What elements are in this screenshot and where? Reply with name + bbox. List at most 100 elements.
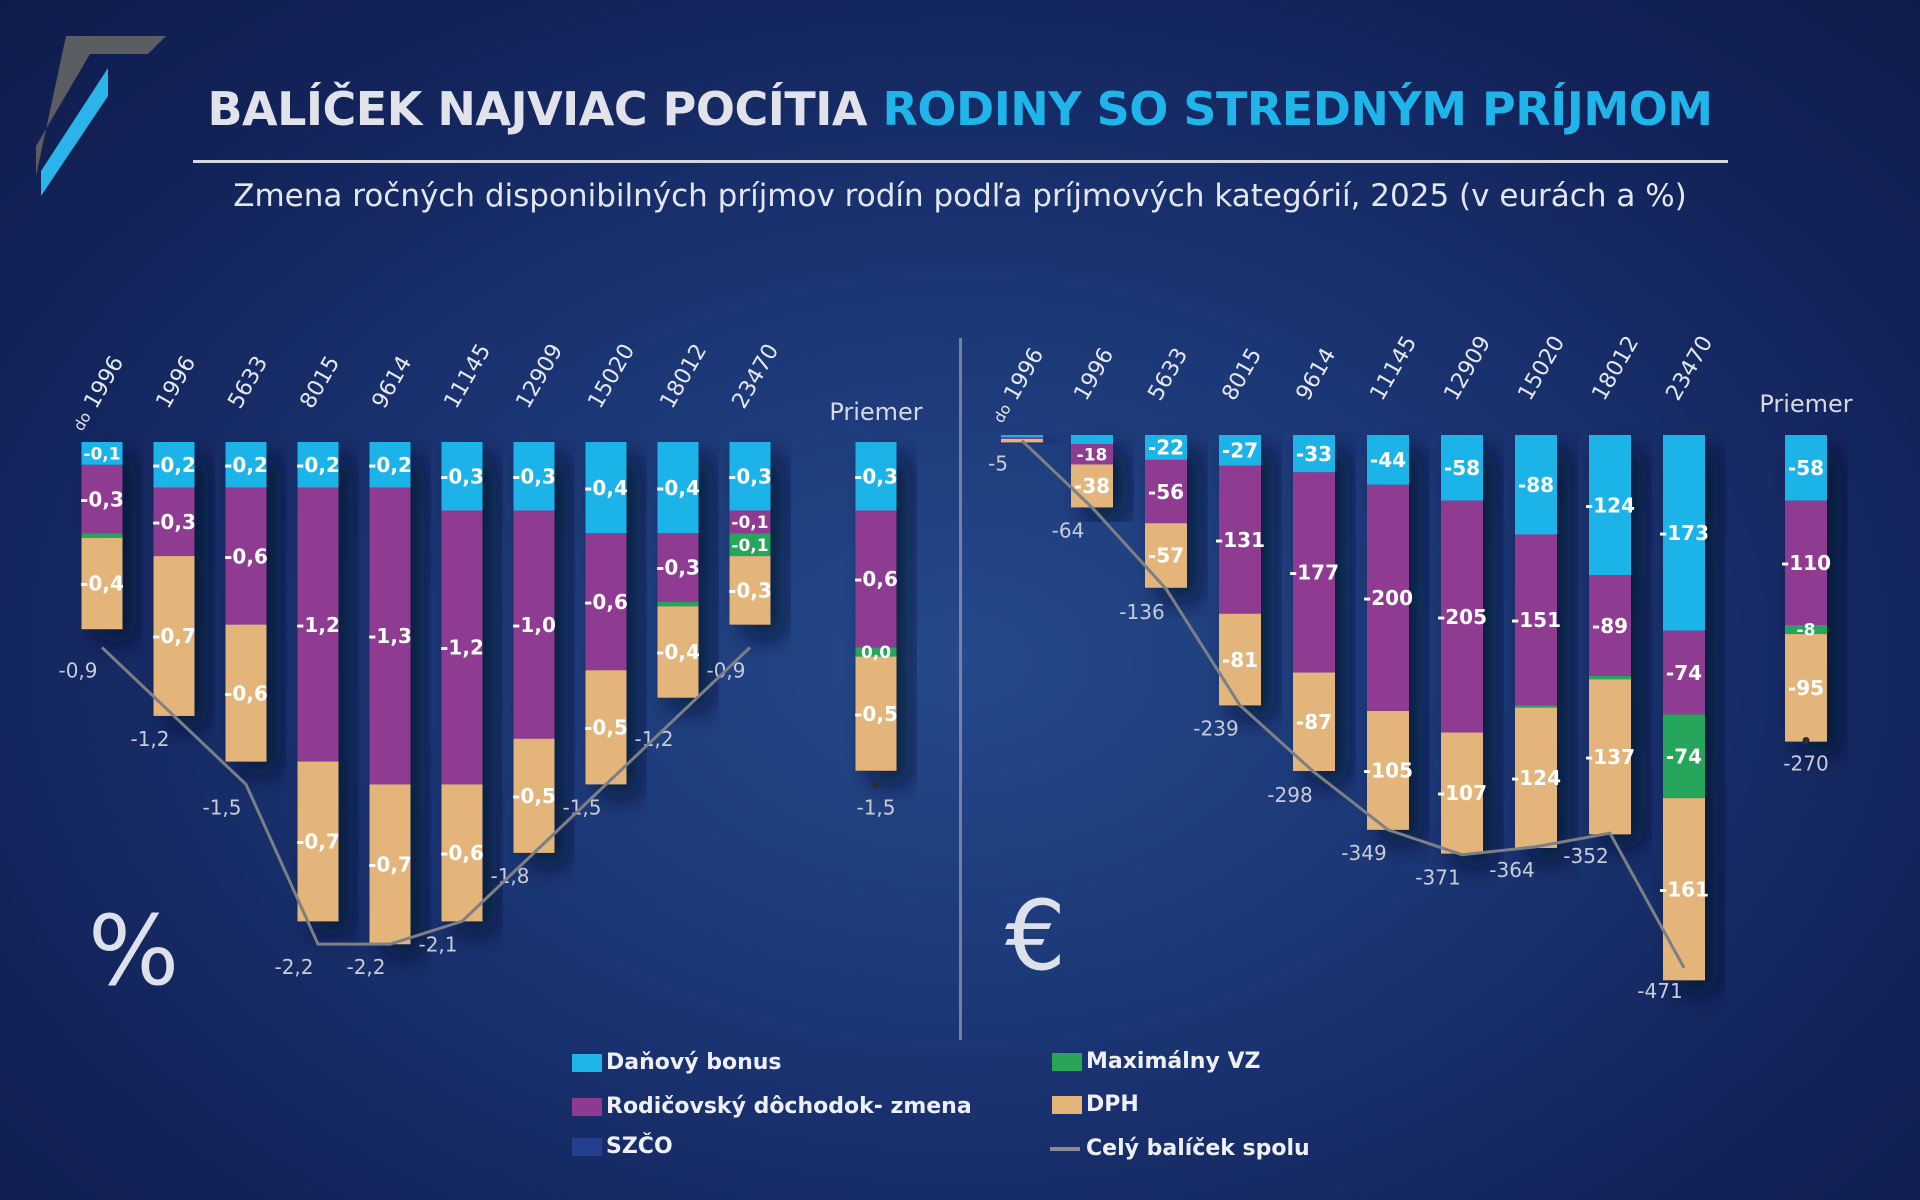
bar-segment-dph: [1785, 634, 1827, 742]
bar-stack: [81, 442, 123, 630]
category-label: 5633: [224, 352, 274, 413]
bar-segment-rodicovsky: [657, 533, 699, 602]
segment-value-label: -0,6: [854, 567, 898, 591]
category-label: 8015: [1218, 344, 1268, 405]
bar-segment-rodicovsky: [1219, 465, 1261, 614]
bar-segment-rodicovsky: [297, 487, 339, 762]
segment-value-label: -0,1: [731, 536, 768, 556]
segment-value-label: -131: [1215, 528, 1265, 552]
segment-value-label: -8: [1797, 621, 1816, 641]
segment-value-label: -124: [1585, 493, 1635, 517]
segment-value-label: -0,3: [80, 487, 124, 511]
bar-segment-rodicovsky: [153, 487, 195, 557]
bar-stack: [1071, 435, 1113, 508]
bar-segment-vz: [855, 647, 897, 657]
bar-segment-danovy-bonus: [1441, 435, 1483, 501]
bar-stack: [369, 442, 411, 945]
segment-value-label: -95: [1788, 676, 1824, 700]
segment-value-label: -88: [1518, 473, 1554, 497]
segment-value-label: -0,5: [854, 702, 898, 726]
bar-stack: [297, 442, 339, 922]
segment-value-label: -0,6: [224, 544, 268, 568]
legend-swatch-dph: [1052, 1095, 1082, 1114]
category-label: 11145: [440, 340, 497, 413]
category-label: 15020: [584, 340, 641, 413]
total-value-label: -2,2: [274, 955, 313, 979]
bar-segment-danovy-bonus: [855, 442, 897, 511]
bar-segment-rodicovsky: [1145, 459, 1187, 524]
bar-segment-danovy-bonus: [1293, 435, 1335, 473]
bar-segment-danovy-bonus: [1785, 435, 1827, 501]
bar-stack: [657, 442, 699, 698]
bar-segment-dph: [585, 670, 627, 785]
total-value-label: -298: [1267, 783, 1312, 807]
segment-value-label: -0,2: [296, 453, 340, 477]
legend-item-danovy-bonus: Daňový bonus: [572, 1050, 782, 1075]
bar-segment-danovy-bonus: [1515, 435, 1557, 535]
segment-value-label: -107: [1437, 781, 1487, 805]
bar-segment-dph: [1663, 798, 1705, 981]
total-value-label: -1,2: [130, 727, 169, 751]
bar-segment-danovy-bonus: [513, 442, 555, 511]
bar-segment-rodicovsky: [1785, 500, 1827, 626]
bar-segment-dph: [225, 624, 267, 762]
bar-segment-rodicovsky: [225, 487, 267, 625]
segment-value-label: -1,3: [368, 624, 412, 648]
segment-value-label: -89: [1592, 614, 1628, 638]
title-part-main: BALÍČEK NAJVIAC POCÍTIA: [207, 82, 883, 136]
bar-segment-dph: [369, 784, 411, 945]
segment-value-label: -0,3: [854, 464, 898, 488]
segment-value-label: -0,4: [584, 476, 628, 500]
charts-divider: [959, 338, 962, 1040]
total-value-label: -270: [1783, 751, 1828, 775]
bar-segment-vz: [1515, 705, 1557, 708]
segment-value-label: -0,4: [80, 572, 124, 596]
segment-value-label: -110: [1781, 551, 1831, 575]
segment-value-label: -0,7: [296, 830, 340, 854]
bar-stack: [441, 442, 483, 922]
segment-value-label: -56: [1148, 480, 1184, 504]
bar-stack: [1219, 435, 1261, 706]
total-value-label: -1,5: [202, 795, 241, 819]
bar-segment-danovy-bonus: [441, 442, 483, 511]
total-line: [100, 646, 752, 946]
total-value-label: -1,5: [856, 795, 895, 819]
legend-swatch-danovy-bonus: [572, 1053, 602, 1072]
total-value-label: -239: [1193, 716, 1238, 740]
bar-segment-rodicovsky: [1515, 534, 1557, 706]
segment-value-label: -0,6: [440, 841, 484, 865]
total-value-label: -471: [1637, 979, 1682, 1003]
legend-label: Daňový bonus: [606, 1050, 782, 1075]
segment-value-label: -0,6: [224, 681, 268, 705]
segment-value-label: -1,2: [296, 613, 340, 637]
segment-value-label: -151: [1511, 608, 1561, 632]
bar-segment-danovy-bonus: [297, 442, 339, 488]
bar-segment-vz: [1663, 714, 1705, 799]
bar-segment-rodicovsky: [585, 533, 627, 671]
bar-segment-dph: [729, 556, 771, 625]
segment-value-label: -0,5: [512, 784, 556, 808]
segment-value-label: -87: [1296, 710, 1332, 734]
segment-value-label: -173: [1659, 521, 1709, 545]
bar-segment-rodicovsky: [1001, 437, 1043, 439]
bar-segment-dph: [1367, 711, 1409, 830]
title-divider: [193, 160, 1728, 163]
logo-icon: [36, 36, 166, 196]
segment-value-label: -74: [1666, 661, 1702, 685]
subtitle: Zmena ročných disponibilných príjmov rod…: [233, 178, 1687, 214]
total-value-label: -349: [1341, 841, 1386, 865]
category-label: 1996: [80, 352, 130, 413]
segment-value-label: -200: [1363, 586, 1413, 610]
bar-segment-vz: [1785, 625, 1827, 635]
segment-value-label: -0,7: [368, 852, 412, 876]
segment-value-label: -18: [1077, 445, 1108, 465]
segment-value-label: -105: [1363, 759, 1413, 783]
bar-segment-vz: [81, 533, 123, 538]
segment-value-label: -124: [1511, 766, 1561, 790]
category-label: 8015: [296, 352, 346, 413]
bar-segment-danovy-bonus: [1663, 435, 1705, 631]
bar-segment-danovy-bonus: [153, 442, 195, 488]
segment-value-label: -0,1: [731, 513, 768, 533]
category-label: 18012: [656, 340, 713, 413]
